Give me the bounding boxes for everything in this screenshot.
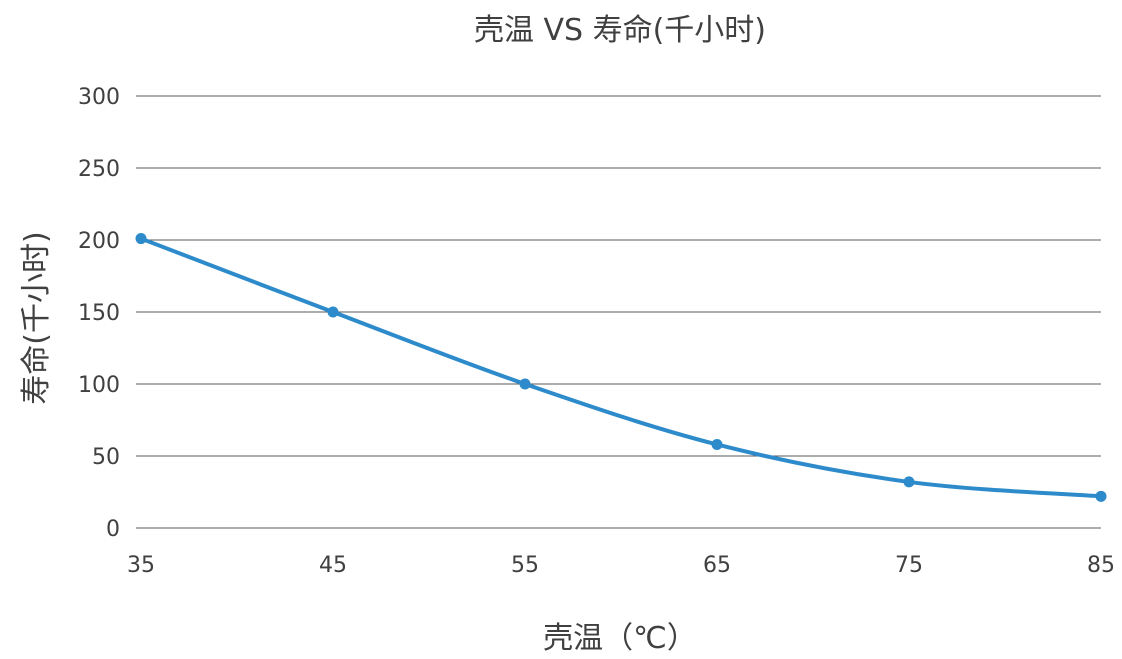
chart-title: 壳温 VS 寿命(千小时) [474, 13, 766, 48]
data-point [903, 476, 915, 488]
y-tick-label: 50 [92, 445, 120, 470]
y-tick-label: 200 [78, 229, 120, 254]
x-tick-label: 35 [127, 553, 155, 578]
x-axis-title: 壳温（℃） [543, 621, 697, 656]
series-line [139, 236, 1103, 499]
gridlines [136, 95, 1101, 529]
data-point [135, 233, 147, 245]
y-tick-label: 150 [78, 301, 120, 326]
y-axis-ticks: 0 50 100 150 200 250 300 [78, 85, 120, 542]
series-layer [135, 233, 1107, 502]
y-tick-label: 0 [106, 517, 120, 542]
y-tick-label: 100 [78, 373, 120, 398]
x-tick-label: 55 [511, 553, 539, 578]
y-tick-label: 250 [78, 157, 120, 182]
x-tick-label: 75 [895, 553, 923, 578]
y-axis-title: 寿命(千小时) [19, 231, 54, 404]
data-point [519, 378, 531, 390]
data-point [711, 438, 723, 450]
data-point [327, 306, 339, 318]
x-tick-label: 85 [1087, 553, 1115, 578]
data-point [1095, 490, 1107, 502]
x-tick-label: 65 [703, 553, 731, 578]
x-tick-label: 45 [319, 553, 347, 578]
x-axis-ticks: 35 45 55 65 75 85 [127, 553, 1115, 578]
y-tick-label: 300 [78, 85, 120, 110]
